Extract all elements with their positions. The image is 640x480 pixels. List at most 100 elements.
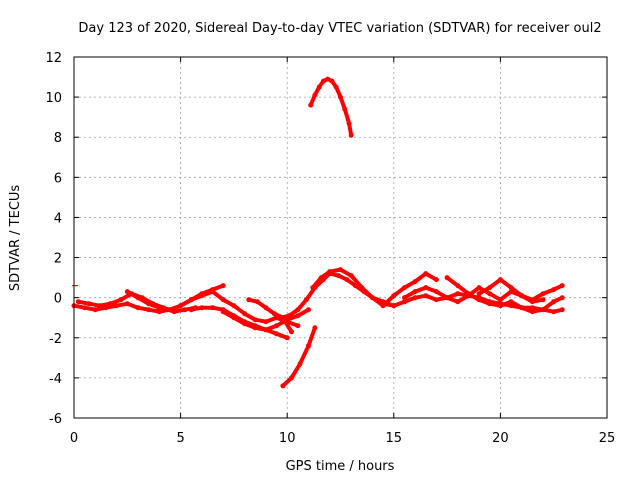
data-point — [210, 289, 216, 295]
data-point — [306, 307, 311, 313]
data-point — [284, 335, 290, 341]
data-point — [310, 285, 316, 291]
y-tick-label: 10 — [45, 91, 62, 106]
data-point — [423, 293, 429, 299]
data-point — [199, 293, 205, 299]
y-tick-label: 8 — [54, 131, 62, 146]
data-point — [508, 299, 514, 305]
data-point — [370, 295, 375, 301]
data-point — [188, 307, 194, 313]
data-point — [220, 297, 226, 303]
data-point — [497, 303, 503, 309]
data-point — [433, 277, 439, 283]
data-point — [540, 291, 546, 297]
data-point — [402, 299, 407, 305]
data-point — [342, 106, 348, 112]
data-point — [286, 313, 292, 319]
data-point — [444, 275, 450, 281]
data-point — [124, 289, 130, 295]
data-point — [97, 303, 103, 309]
data-point — [412, 295, 418, 301]
data-point — [263, 327, 269, 333]
data-point — [263, 319, 269, 325]
data-point — [312, 92, 318, 98]
data-point — [455, 291, 461, 297]
data-point — [551, 309, 557, 315]
data-point — [423, 271, 429, 277]
data-point — [412, 279, 418, 285]
y-tick-label: 6 — [54, 171, 62, 186]
data-point — [271, 311, 277, 317]
data-point — [423, 285, 429, 291]
y-tick-label: 12 — [45, 51, 62, 66]
data-point — [178, 303, 184, 309]
data-point — [444, 295, 450, 301]
data-point — [231, 303, 237, 309]
data-point — [359, 285, 365, 291]
data-point — [252, 317, 258, 323]
data-point — [210, 305, 216, 311]
data-point — [476, 297, 482, 303]
chart-title: Day 123 of 2020, Sidereal Day-to-day VTE… — [78, 21, 601, 36]
data-point — [497, 277, 503, 283]
data-point — [278, 315, 284, 321]
plot-frame — [73, 56, 608, 419]
data-point — [519, 293, 525, 299]
data-point — [156, 305, 162, 311]
data-point — [551, 299, 557, 305]
data-point — [465, 291, 471, 297]
data-point — [312, 325, 318, 331]
data-point — [529, 305, 535, 311]
data-point — [295, 323, 301, 329]
data-point — [263, 305, 269, 311]
data-point — [92, 307, 98, 313]
data-point — [318, 275, 324, 281]
data-point — [487, 291, 493, 297]
data-point — [391, 303, 397, 309]
x-tick-label: 20 — [492, 431, 509, 446]
data-series — [71, 76, 565, 389]
data-point — [82, 305, 88, 311]
data-point — [274, 323, 279, 329]
data-point — [156, 309, 162, 315]
data-point — [433, 297, 439, 303]
x-tick-label: 5 — [176, 431, 184, 446]
data-point — [303, 297, 309, 303]
data-point — [519, 305, 525, 311]
data-point — [274, 331, 279, 337]
data-point — [295, 307, 301, 313]
data-point — [335, 273, 341, 279]
x-tick-label: 10 — [279, 431, 296, 446]
data-point — [295, 313, 301, 319]
data-point — [540, 297, 546, 303]
data-point — [476, 285, 482, 291]
data-point — [329, 78, 335, 84]
x-axis-label: GPS time / hours — [286, 459, 395, 474]
x-tick-label: 0 — [70, 431, 78, 446]
data-point — [220, 309, 226, 315]
y-tick-label: 0 — [54, 292, 62, 307]
data-point — [412, 289, 418, 295]
data-point — [338, 94, 343, 100]
data-point — [333, 84, 339, 90]
data-point — [327, 269, 333, 275]
data-point — [348, 273, 354, 279]
data-point — [188, 297, 194, 303]
data-point — [487, 301, 493, 307]
data-point — [316, 84, 322, 90]
data-point — [146, 307, 152, 313]
data-point — [402, 295, 407, 301]
data-point — [559, 283, 565, 289]
data-point — [75, 299, 81, 305]
data-point — [540, 307, 546, 313]
data-point — [455, 283, 461, 289]
data-point — [86, 301, 92, 307]
data-point — [135, 305, 141, 311]
data-point — [199, 305, 205, 311]
data-point — [433, 289, 439, 295]
data-point — [306, 343, 311, 349]
data-point — [182, 307, 188, 313]
data-point — [325, 76, 331, 82]
y-tick-label: -2 — [49, 332, 62, 347]
